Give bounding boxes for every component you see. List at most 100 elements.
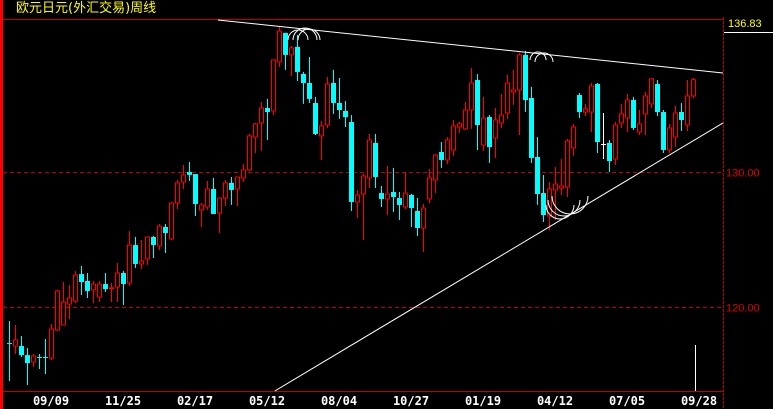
candle-body (367, 139, 372, 179)
candle-body (523, 54, 528, 101)
candle-body (259, 107, 264, 124)
candle-body (691, 79, 696, 97)
candle-body (163, 226, 168, 234)
candle-body (61, 301, 66, 326)
candle-body (535, 156, 540, 194)
candle (619, 103, 624, 128)
date-tick-label: 07/05 (609, 394, 645, 408)
candle (493, 107, 498, 158)
candle (433, 154, 438, 194)
candle-body (649, 78, 654, 105)
chart-title: 欧元日元(外汇交易)周线 (16, 1, 157, 16)
candle-body (685, 95, 690, 126)
price-tick-label: 120.00 (726, 303, 760, 315)
candle (505, 74, 510, 119)
date-tick-label: 02/17 (177, 394, 213, 408)
candle (187, 161, 192, 182)
candle (577, 92, 582, 118)
candle (91, 280, 96, 303)
trendlines[interactable] (217, 19, 724, 392)
candle (541, 174, 546, 222)
candle (475, 73, 480, 150)
candle-body (679, 112, 684, 121)
candle-body (55, 290, 60, 331)
candle (691, 78, 696, 98)
candle-body (595, 83, 600, 143)
candle (241, 164, 246, 182)
candle-body (337, 102, 342, 111)
candle-body (151, 236, 156, 246)
candle-body (73, 274, 78, 302)
candle (49, 324, 54, 361)
candle-body (85, 280, 90, 291)
candle (199, 203, 204, 227)
arc-marker (545, 204, 575, 220)
candle-body (253, 123, 258, 138)
candle (553, 166, 558, 221)
candle-body (217, 197, 222, 214)
candle (313, 96, 318, 135)
candle-body (121, 272, 126, 285)
date-tick-label: 04/12 (537, 394, 573, 408)
candle (61, 282, 66, 326)
trendline (274, 122, 724, 392)
candle-body (667, 127, 672, 151)
candle-body (145, 236, 150, 260)
candle (403, 171, 408, 209)
candle (139, 240, 144, 270)
candle (247, 134, 252, 172)
candle (679, 102, 684, 131)
candle (43, 339, 48, 374)
candle-body (661, 112, 666, 150)
candle-body (637, 123, 642, 133)
candle-body (403, 192, 408, 208)
candle-body (313, 102, 318, 135)
date-tick-label: 08/04 (321, 394, 357, 408)
candle-body (43, 356, 48, 358)
candle-body (241, 169, 246, 179)
arc-marker (534, 52, 554, 63)
candle-body (19, 346, 24, 356)
candle-body (517, 54, 522, 91)
candle-body (175, 182, 180, 204)
candle-body (625, 99, 630, 119)
candle-body (211, 188, 216, 214)
candle-body (343, 110, 348, 118)
candle (115, 262, 120, 303)
candle-body (481, 117, 486, 146)
candle-body (583, 108, 588, 113)
candle-body (49, 328, 54, 359)
candle-body (493, 119, 498, 139)
candle-body (565, 140, 570, 188)
candle-body (415, 211, 420, 229)
candle (667, 123, 672, 153)
candle-body (391, 191, 396, 197)
candle-body (463, 109, 468, 130)
candle-body (529, 97, 534, 158)
candle-body (67, 297, 72, 305)
candle-body (445, 139, 450, 161)
candle (373, 134, 378, 189)
candle (211, 177, 216, 214)
candle (181, 164, 186, 189)
candle-body (451, 125, 456, 151)
candle (421, 203, 426, 253)
arc-marker (292, 27, 318, 41)
candle (571, 123, 576, 156)
candle (301, 71, 306, 104)
candle-body (427, 177, 432, 200)
candle (349, 115, 354, 212)
candle-body (361, 175, 366, 195)
candle-body (505, 82, 510, 114)
candle (331, 69, 336, 114)
candle-body (247, 135, 252, 171)
candles (7, 26, 696, 386)
candle-body (409, 194, 414, 209)
candle (175, 179, 180, 209)
candle (13, 324, 18, 355)
candle (73, 270, 78, 303)
candle-body (607, 142, 612, 162)
date-tick-label: 05/12 (249, 394, 285, 408)
